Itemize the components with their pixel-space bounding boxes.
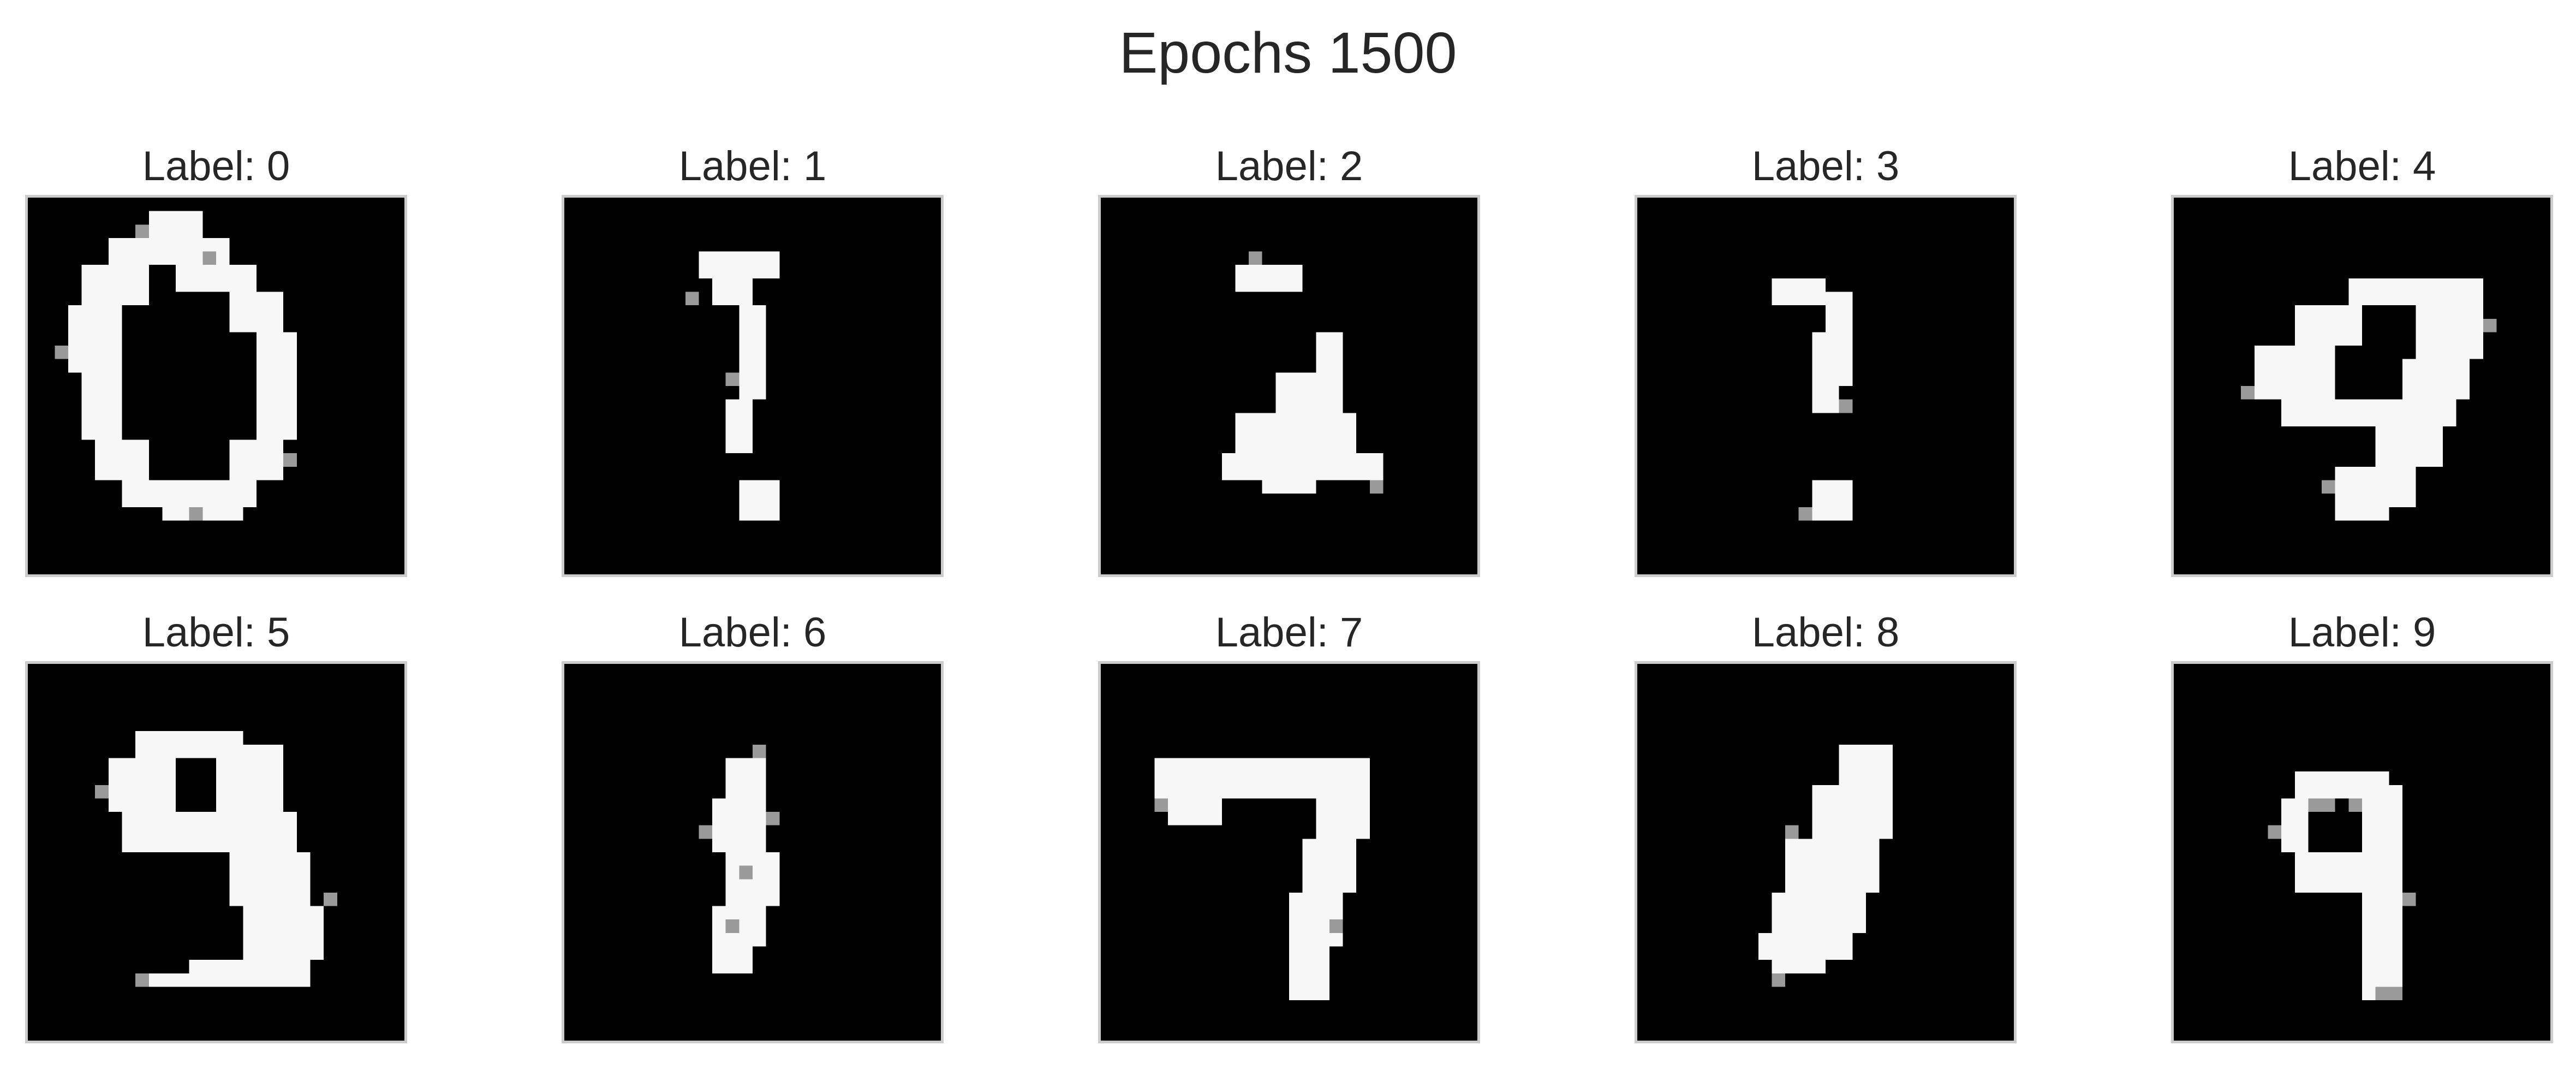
panel-title: Label: 0 (142, 143, 290, 189)
panel-title: Label: 9 (2288, 609, 2436, 656)
figure-title: Epochs 1500 (1119, 21, 1457, 85)
generated-digit-image (562, 195, 944, 577)
generated-digit-image (2171, 195, 2553, 577)
generated-digit-image (1635, 661, 2017, 1043)
panel-title: Label: 1 (678, 143, 827, 189)
panel-title: Label: 7 (1215, 609, 1363, 656)
panel-title: Label: 8 (1751, 609, 1900, 656)
panel-title: Label: 6 (678, 609, 827, 656)
panel-title: Label: 3 (1751, 143, 1900, 189)
generated-digit-image (25, 661, 407, 1043)
panel-title: Label: 5 (142, 609, 290, 656)
generated-digit-image (1635, 195, 2017, 577)
panel-title: Label: 2 (1215, 143, 1363, 189)
generated-digit-image (562, 661, 944, 1043)
generated-digit-image (25, 195, 407, 577)
generated-digit-image (1098, 661, 1480, 1043)
generated-digit-image (1098, 195, 1480, 577)
generated-digit-image (2171, 661, 2553, 1043)
panel-title: Label: 4 (2288, 143, 2436, 189)
